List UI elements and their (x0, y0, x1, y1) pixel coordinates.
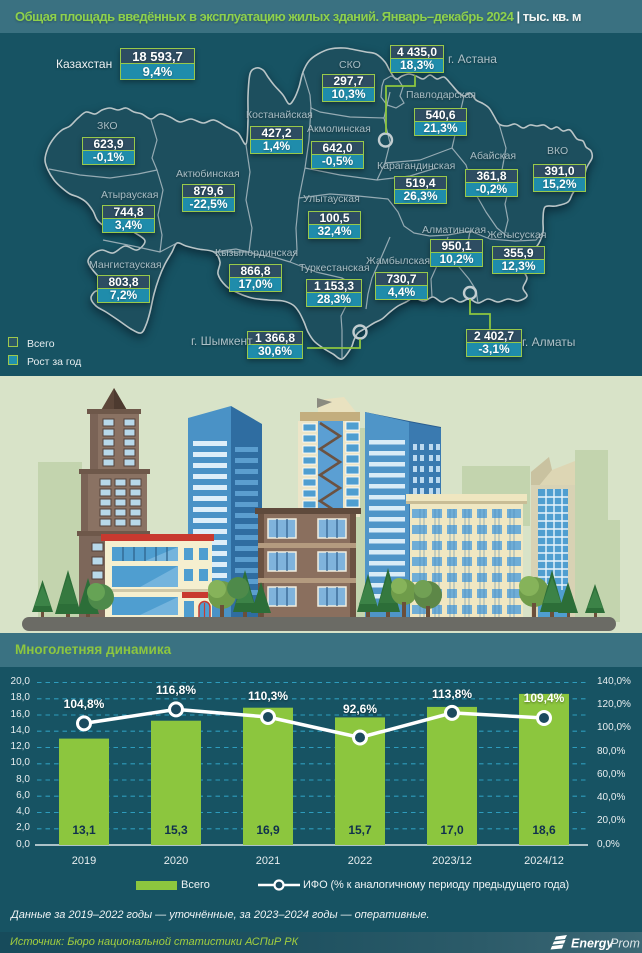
svg-text:Prom: Prom (610, 937, 640, 951)
svg-text:Energy: Energy (571, 937, 614, 951)
